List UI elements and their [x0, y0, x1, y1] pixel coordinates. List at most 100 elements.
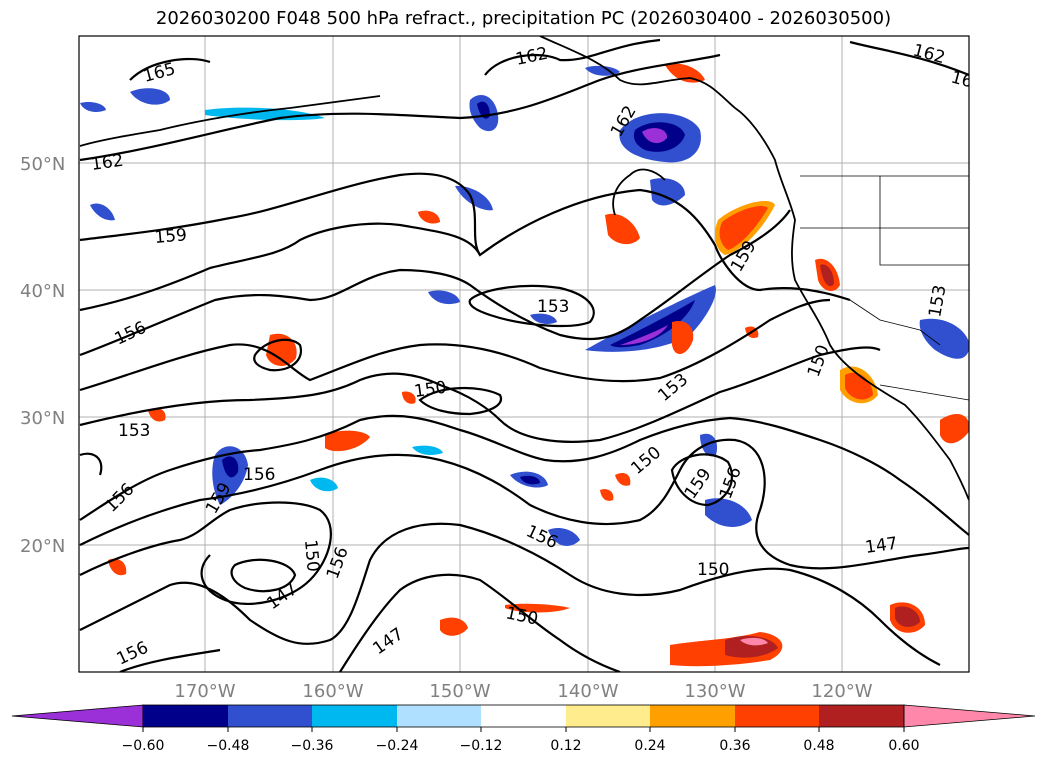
- precip-blob: [80, 101, 106, 112]
- colorbar-segment: [566, 705, 650, 727]
- precip-blob: [222, 456, 239, 478]
- precip-blob: [455, 185, 493, 211]
- lon-label: 130°W: [684, 681, 745, 702]
- precip-blob: [820, 264, 834, 287]
- contour-label: 162: [90, 151, 125, 175]
- precip-blob: [310, 477, 338, 492]
- colorbar-segment: [819, 705, 904, 727]
- contour-line: [119, 648, 221, 672]
- map-title: 2026030200 F048 500 hPa refract., precip…: [155, 8, 892, 29]
- precip-blob: [412, 445, 443, 455]
- contour-line: [418, 387, 503, 416]
- lat-label: 20°N: [20, 536, 65, 557]
- lat-label: 50°N: [20, 154, 65, 175]
- contour-line: [79, 522, 941, 666]
- precip-blob: [520, 475, 540, 485]
- colorbar-outline: [142, 704, 905, 728]
- contour-line: [253, 338, 303, 372]
- precip-blob: [600, 489, 614, 501]
- lat-label: 30°N: [20, 408, 65, 429]
- contour-line: [79, 452, 103, 476]
- lon-label: 140°W: [557, 681, 618, 702]
- border-state: [879, 176, 969, 266]
- lon-label: 120°W: [811, 681, 872, 702]
- precip-blob: [615, 473, 631, 486]
- contour-label: 150: [300, 539, 323, 573]
- contour-label: 150: [697, 560, 729, 580]
- precip-blob: [325, 430, 370, 452]
- colorbar-segment: [481, 705, 566, 727]
- precip-blob: [940, 414, 969, 444]
- precip-blob: [548, 528, 580, 546]
- colorbar-tick-label: 0.12: [550, 738, 581, 754]
- contour-line: [79, 298, 831, 392]
- coastline-north-america: [539, 36, 969, 501]
- colorbar-tick-label: −0.12: [460, 738, 503, 754]
- contour-label: 153: [118, 421, 150, 441]
- border-state: [849, 299, 941, 346]
- lon-label: 170°W: [174, 681, 235, 702]
- colorbar-tick-label: 0.48: [803, 738, 834, 754]
- precip-blob: [740, 637, 768, 646]
- precip-blob: [705, 498, 752, 527]
- contour-label: 150: [413, 378, 448, 402]
- contour-label: 147: [864, 534, 899, 558]
- precip-blob: [610, 300, 695, 348]
- colorbar-segment: [312, 705, 397, 727]
- colorbar-segment: [650, 705, 735, 727]
- refractivity-contours: [79, 38, 969, 672]
- contour-line: [79, 346, 881, 443]
- precip-blob: [620, 325, 668, 345]
- precip-blob: [130, 88, 170, 105]
- precip-blob: [642, 128, 668, 144]
- contour-line: [468, 284, 595, 328]
- precip-blob: [665, 63, 705, 83]
- contour-line: [339, 573, 621, 672]
- precip-blob: [428, 290, 460, 305]
- colorbar-segment: [397, 705, 481, 727]
- precip-blob: [650, 178, 685, 206]
- lon-label: 150°W: [429, 681, 490, 702]
- colorbar: −0.60 −0.48 −0.36 −0.24 −0.12 0.12 0.24 …: [11, 704, 1036, 754]
- contour-line: [230, 558, 297, 593]
- colorbar-tick-label: −0.48: [207, 738, 250, 754]
- contour-line: [79, 53, 721, 162]
- contour-label: 153: [537, 297, 569, 317]
- colorbar-segment: [903, 704, 1036, 728]
- precip-positive-areas: [108, 63, 969, 667]
- colorbar-segment: [11, 704, 144, 728]
- contour-line: [79, 222, 481, 312]
- lat-label: 40°N: [20, 281, 65, 302]
- contour-line: [129, 57, 211, 81]
- colorbar-segment: [143, 705, 228, 727]
- gridlines: [79, 36, 969, 672]
- colorbar-segment: [735, 705, 819, 727]
- contour-line: [670, 453, 734, 507]
- coastlines: [79, 36, 969, 501]
- contour-line: [79, 438, 969, 570]
- contour-label: 156: [243, 465, 275, 485]
- border-us-mexico: [879, 384, 969, 401]
- contour-line: [79, 414, 969, 536]
- contour-line: [484, 38, 661, 76]
- colorbar-tick-label: −0.24: [376, 738, 419, 754]
- colorbar-segment: [228, 705, 312, 727]
- precip-blob: [148, 408, 166, 422]
- colorbar-tick-label: −0.36: [291, 738, 334, 754]
- colorbar-tick-label: 0.36: [719, 738, 750, 754]
- precip-blob: [402, 391, 416, 404]
- contour-line: [849, 40, 969, 77]
- colorbar-tick-label: −0.60: [122, 738, 165, 754]
- coastline-alaska-segment: [612, 168, 666, 216]
- precip-blob: [108, 558, 127, 576]
- precip-blob: [90, 203, 115, 221]
- contour-label: 16: [949, 68, 975, 93]
- precip-blob: [418, 210, 440, 224]
- colorbar-tick-marks: [142, 727, 905, 732]
- coastline-aleutians: [79, 95, 381, 147]
- contour-line: [79, 209, 791, 357]
- precip-blob: [530, 313, 557, 324]
- precip-blob: [700, 433, 718, 457]
- contour-line: [79, 501, 332, 605]
